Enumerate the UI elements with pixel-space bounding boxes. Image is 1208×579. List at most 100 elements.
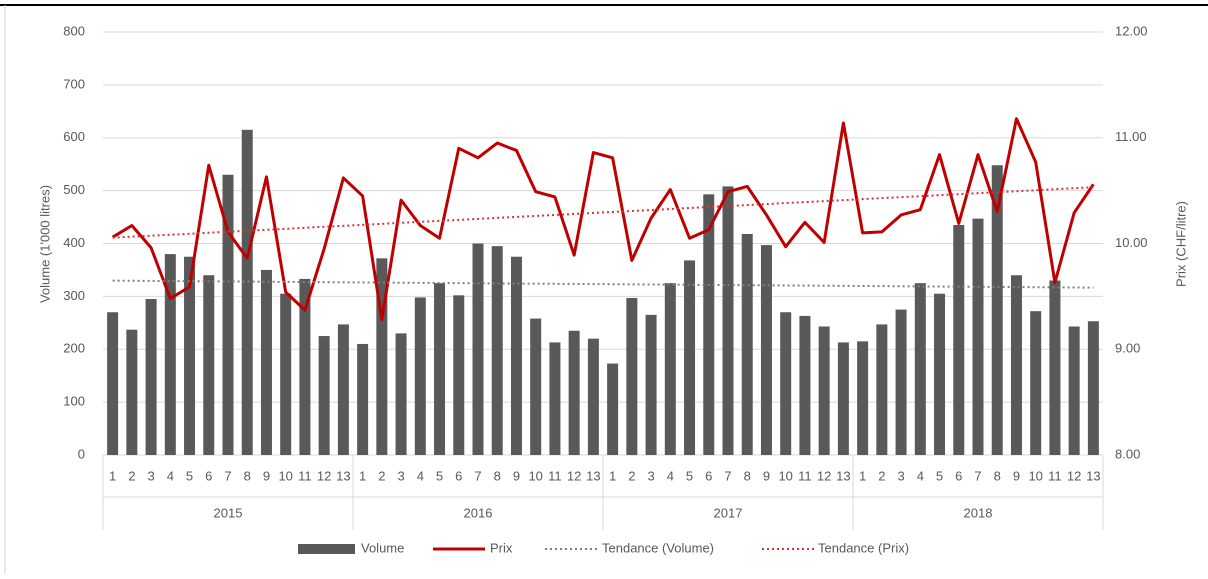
x-tick-label: 7 <box>974 468 981 483</box>
x-tick-label: 3 <box>897 468 904 483</box>
x-tick-label: 13 <box>586 468 600 483</box>
bar <box>703 194 715 456</box>
y-tick-label: 700 <box>63 76 85 91</box>
bar <box>164 254 176 455</box>
bar <box>837 342 849 455</box>
legend-label: Tendance (Prix) <box>818 540 909 555</box>
y2-tick-label: 10.00 <box>1115 235 1148 250</box>
x-tick-label: 11 <box>548 468 562 483</box>
x-tick-label: 11 <box>798 468 812 483</box>
x-tick-label: 6 <box>455 468 462 483</box>
x-tick-label: 9 <box>1013 468 1020 483</box>
x-tick-label: 5 <box>686 468 693 483</box>
bar <box>876 324 888 455</box>
bar <box>222 174 234 455</box>
bar <box>184 256 196 455</box>
bar <box>626 297 638 455</box>
x-tick-label: 9 <box>263 468 270 483</box>
group-label: 2015 <box>214 505 243 520</box>
bar <box>799 315 811 455</box>
x-tick-label: 2 <box>878 468 885 483</box>
bar <box>780 312 792 455</box>
bar <box>299 278 311 455</box>
x-tick-label: 3 <box>147 468 154 483</box>
x-tick-label: 1 <box>859 468 866 483</box>
bar <box>1049 280 1061 455</box>
bar <box>972 218 984 455</box>
x-tick-label: 12 <box>567 468 581 483</box>
x-tick-label: 1 <box>359 468 366 483</box>
y2-tick-label: 8.00 <box>1115 446 1140 461</box>
group-label: 2016 <box>464 505 493 520</box>
legend-label: Tendance (Volume) <box>602 540 714 555</box>
bar <box>530 318 542 455</box>
y2-tick-label: 11.00 <box>1115 129 1147 144</box>
x-tick-label: 13 <box>336 468 350 483</box>
x-tick-label: 11 <box>1048 468 1062 483</box>
bar <box>107 312 119 455</box>
bar <box>1030 311 1042 455</box>
y2-tick-label: 12.00 <box>1115 23 1148 38</box>
bar <box>510 256 522 455</box>
bar <box>414 297 426 455</box>
bar <box>568 330 580 455</box>
bar <box>337 324 349 455</box>
price-line <box>111 117 1095 322</box>
y-tick-label: 300 <box>63 288 85 303</box>
bar <box>491 246 503 455</box>
bar <box>453 295 465 455</box>
y-tick-label: 600 <box>63 129 85 144</box>
trendline <box>112 279 1094 289</box>
y-tick-label: 200 <box>63 341 85 356</box>
x-tick-label: 1 <box>609 468 616 483</box>
bar <box>472 243 484 455</box>
bar <box>895 309 907 455</box>
bar <box>857 341 869 455</box>
bar <box>260 269 272 455</box>
bar <box>741 233 753 455</box>
bar <box>1068 326 1080 455</box>
x-tick-label: 7 <box>724 468 731 483</box>
group-label: 2017 <box>714 505 743 520</box>
x-tick-label: 6 <box>205 468 212 483</box>
bar <box>376 258 388 455</box>
x-tick-label: 10 <box>528 468 542 483</box>
bar <box>722 186 734 455</box>
x-tick-label: 3 <box>397 468 404 483</box>
y-tick-label: 500 <box>63 182 85 197</box>
x-tick-label: 12 <box>317 468 331 483</box>
x-tick-label: 13 <box>836 468 850 483</box>
y-axis-title: Volume (1'000 litres) <box>37 185 52 303</box>
x-tick-label: 12 <box>817 468 831 483</box>
y-tick-label: 400 <box>63 235 85 250</box>
bar <box>684 260 696 455</box>
x-tick-label: 2 <box>628 468 635 483</box>
bar <box>914 283 926 455</box>
bar <box>818 326 830 455</box>
bar <box>549 342 561 455</box>
x-tick-label: 1 <box>109 468 116 483</box>
bar <box>395 333 407 455</box>
bar <box>203 275 215 455</box>
bar <box>607 363 619 455</box>
x-tick-label: 13 <box>1086 468 1100 483</box>
legend-label: Prix <box>490 540 513 555</box>
bar <box>318 336 330 455</box>
x-tick-label: 4 <box>667 468 674 483</box>
x-tick-label: 10 <box>1028 468 1042 483</box>
x-tick-label: 6 <box>705 468 712 483</box>
x-tick-label: 8 <box>994 468 1001 483</box>
x-tick-label: 4 <box>167 468 174 483</box>
bar <box>953 224 965 455</box>
x-tick-label: 8 <box>244 468 251 483</box>
bar <box>280 293 292 455</box>
x-tick-label: 5 <box>936 468 943 483</box>
x-tick-label: 4 <box>417 468 424 483</box>
x-tick-label: 7 <box>224 468 231 483</box>
legend-swatch <box>298 544 355 554</box>
trendline <box>112 186 1094 239</box>
x-tick-label: 11 <box>298 468 312 483</box>
x-tick-label: 10 <box>778 468 792 483</box>
y2-tick-label: 9.00 <box>1115 341 1140 356</box>
